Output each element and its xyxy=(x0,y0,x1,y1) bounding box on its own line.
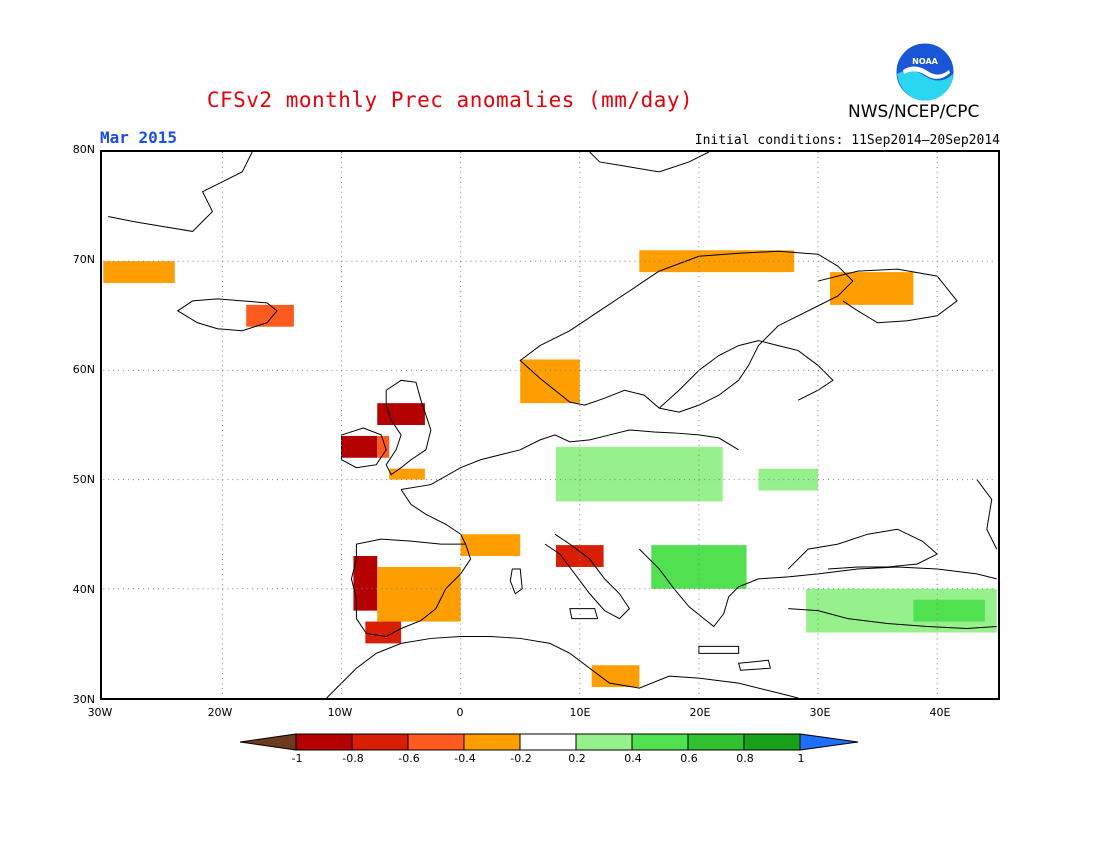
colorbar-tick-label: -0.8 xyxy=(342,752,364,765)
lon-label: 10W xyxy=(327,706,353,719)
colorbar-segment xyxy=(351,733,409,751)
map-title: CFSv2 monthly Prec anomalies (mm/day) xyxy=(206,88,694,112)
agency-label: NWS/NCEP/CPC xyxy=(848,102,980,122)
anomaly-cell xyxy=(520,359,580,404)
anomaly-cell xyxy=(353,556,378,611)
lat-label: 60N xyxy=(72,363,95,376)
colorbar-tick-label: -1 xyxy=(291,752,303,765)
lon-label: 20E xyxy=(689,706,711,719)
lon-label: 10E xyxy=(569,706,591,719)
initial-conditions: Initial conditions: 11Sep2014–20Sep2014 xyxy=(694,133,1000,148)
colorbar-tick-label: -0.2 xyxy=(510,752,532,765)
lon-label: 30E xyxy=(809,706,831,719)
colorbar-tick-label: -0.6 xyxy=(398,752,420,765)
colorbar-segment xyxy=(295,733,353,751)
lat-label: 80N xyxy=(72,143,95,156)
anomaly-cell xyxy=(389,468,425,480)
colorbar-tick-label: 1 xyxy=(797,752,805,765)
anomaly-cell xyxy=(829,272,914,305)
anomaly-cell xyxy=(555,545,604,567)
lon-label: 20W xyxy=(207,706,233,719)
colorbar-min-arrow xyxy=(239,733,297,751)
lat-label: 70N xyxy=(72,253,95,266)
anomaly-cell xyxy=(591,665,640,688)
anomaly-cell xyxy=(651,545,747,589)
anomaly-cell xyxy=(377,403,425,425)
svg-text:NOAA: NOAA xyxy=(912,57,938,66)
colorbar-segment xyxy=(575,733,633,751)
colorbar-tick-label: 0.8 xyxy=(736,752,754,765)
colorbar-segment xyxy=(463,733,521,751)
anomaly-cell xyxy=(639,250,795,273)
lon-label: 40E xyxy=(929,706,951,719)
colorbar-segment xyxy=(687,733,745,751)
anomaly-cell xyxy=(103,261,175,284)
colorbar-tick-label: 0.4 xyxy=(624,752,642,765)
anomaly-cell xyxy=(246,304,294,327)
anomaly-layer xyxy=(103,250,997,688)
lon-label: 30W xyxy=(87,706,113,719)
colorbar-segment xyxy=(631,733,689,751)
colorbar-tick-label: 0.6 xyxy=(680,752,698,765)
lat-label: 40N xyxy=(72,583,95,596)
anomaly-cell xyxy=(377,435,390,458)
colorbar-segment xyxy=(407,733,465,751)
month-label: Mar 2015 xyxy=(100,128,178,147)
anomaly-cell xyxy=(555,446,723,502)
anomaly-cell xyxy=(341,435,378,458)
colorbar xyxy=(239,733,859,751)
graticule xyxy=(103,152,997,698)
colorbar-tick-label: -0.4 xyxy=(454,752,476,765)
colorbar-segment xyxy=(743,733,801,751)
anomaly-cell xyxy=(365,621,402,644)
colorbar-tick-label: 0.2 xyxy=(568,752,586,765)
colorbar-segment xyxy=(519,733,577,751)
anomaly-cell xyxy=(460,534,521,557)
lat-label: 30N xyxy=(72,693,95,706)
anomaly-cell xyxy=(913,599,985,622)
lat-label: 50N xyxy=(72,473,95,486)
lon-label: 0 xyxy=(456,706,464,719)
anomaly-cell xyxy=(377,566,461,622)
anomaly-map xyxy=(100,150,1000,700)
colorbar-max-arrow xyxy=(799,733,859,751)
noaa-logo: NOAA xyxy=(895,42,955,102)
